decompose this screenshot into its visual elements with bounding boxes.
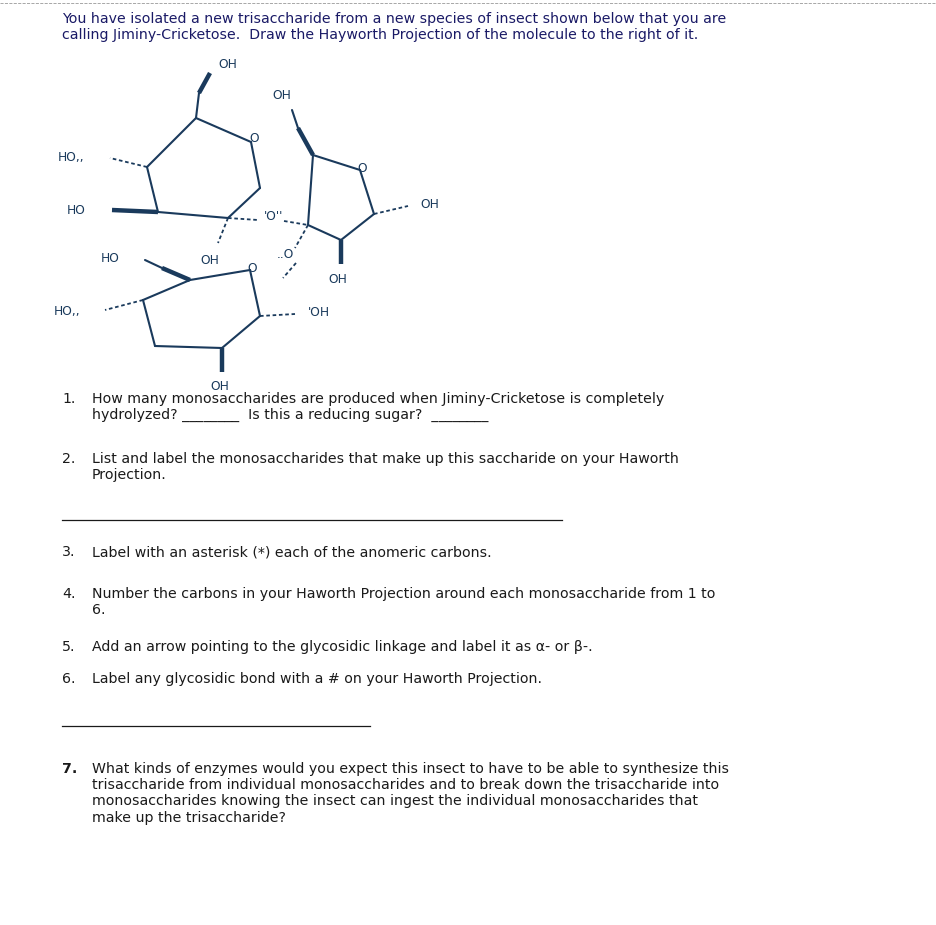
Text: OH: OH [200,254,219,267]
Text: Add an arrow pointing to the glycosidic linkage and label it as α- or β-.: Add an arrow pointing to the glycosidic … [92,640,592,654]
Text: 2.: 2. [62,452,75,466]
Text: You have isolated a new trisaccharide from a new species of insect shown below t: You have isolated a new trisaccharide fr… [62,12,725,43]
Text: ..O: ..O [276,249,294,262]
Text: 5.: 5. [62,640,76,654]
Text: HO: HO [67,204,86,216]
Text: O: O [357,162,366,175]
Text: O: O [247,262,256,275]
Text: OH: OH [419,198,438,211]
Text: 7.: 7. [62,762,78,776]
Text: 'OH: 'OH [308,305,329,318]
Text: OH: OH [272,89,291,102]
Text: Label any glycosidic bond with a # on your Haworth Projection.: Label any glycosidic bond with a # on yo… [92,672,541,686]
Text: OH: OH [211,380,229,393]
Text: List and label the monosaccharides that make up this saccharide on your Haworth
: List and label the monosaccharides that … [92,452,679,482]
Text: 6.: 6. [62,672,76,686]
Text: HO: HO [101,252,120,265]
Text: Label with an asterisk (*) each of the anomeric carbons.: Label with an asterisk (*) each of the a… [92,545,491,559]
Text: What kinds of enzymes would you expect this insect to have to be able to synthes: What kinds of enzymes would you expect t… [92,762,728,824]
Text: 4.: 4. [62,587,76,601]
Text: HO,,: HO,, [57,151,84,164]
Text: 3.: 3. [62,545,76,559]
Text: 'O'': 'O'' [264,209,283,223]
Text: O: O [249,131,258,144]
Text: HO,,: HO,, [53,305,80,318]
Text: Number the carbons in your Haworth Projection around each monosaccharide from 1 : Number the carbons in your Haworth Proje… [92,587,714,617]
Text: OH: OH [218,58,237,71]
Text: How many monosaccharides are produced when Jiminy-Cricketose is completely
hydro: How many monosaccharides are produced wh… [92,392,664,423]
Text: OH: OH [329,273,347,286]
Text: 1.: 1. [62,392,75,406]
